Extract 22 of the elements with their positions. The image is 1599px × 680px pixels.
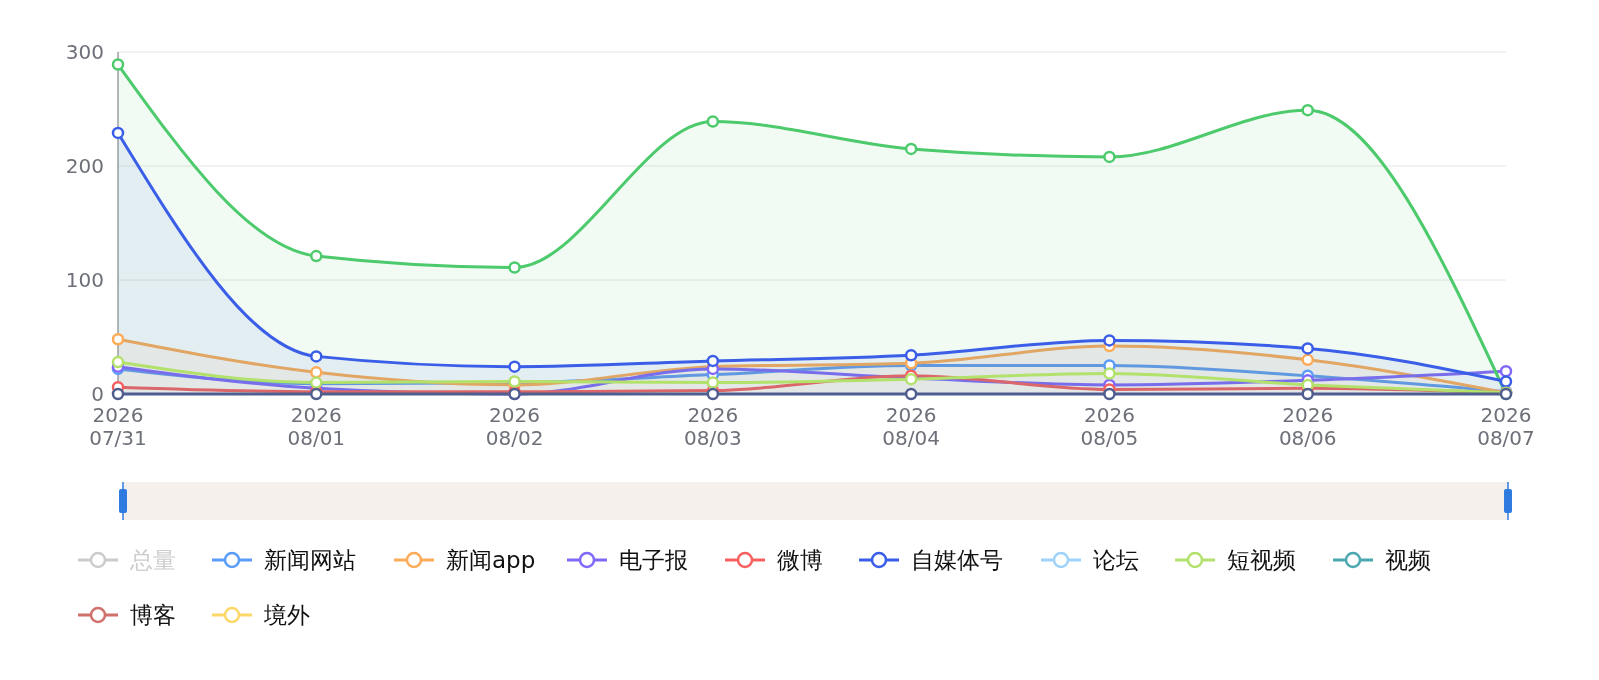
legend-label: 电子报 [619,547,688,574]
x-tick-label: 2026 08/05 [1080,403,1139,450]
y-tick-label: 200 [65,154,104,178]
legend-label: 新闻app [446,547,536,574]
x-tick-label: 2026 08/01 [287,403,346,450]
y-tick-label: 0 [91,382,104,406]
legend-label: 新闻网站 [264,547,356,574]
legend-label: 境外 [263,602,310,629]
x-tick-label: 2026 07/31 [89,403,147,450]
y-tick-label: 100 [65,268,104,292]
legend-label: 视频 [1385,547,1431,574]
legend-label: 微博 [777,547,823,574]
legend-label: 论坛 [1093,547,1139,574]
y-tick-label: 300 [65,40,104,64]
x-tick-label: 2026 08/02 [485,403,544,450]
legend-label: 博客 [130,602,176,629]
legend-label: 短视频 [1227,547,1296,574]
x-tick-label: 2026 08/07 [1477,403,1535,450]
x-tick-label: 2026 08/04 [882,403,940,450]
x-tick-label: 2026 08/03 [684,403,742,450]
legend-label: 自媒体号 [911,547,1003,574]
x-tick-label: 2026 08/06 [1278,403,1337,450]
